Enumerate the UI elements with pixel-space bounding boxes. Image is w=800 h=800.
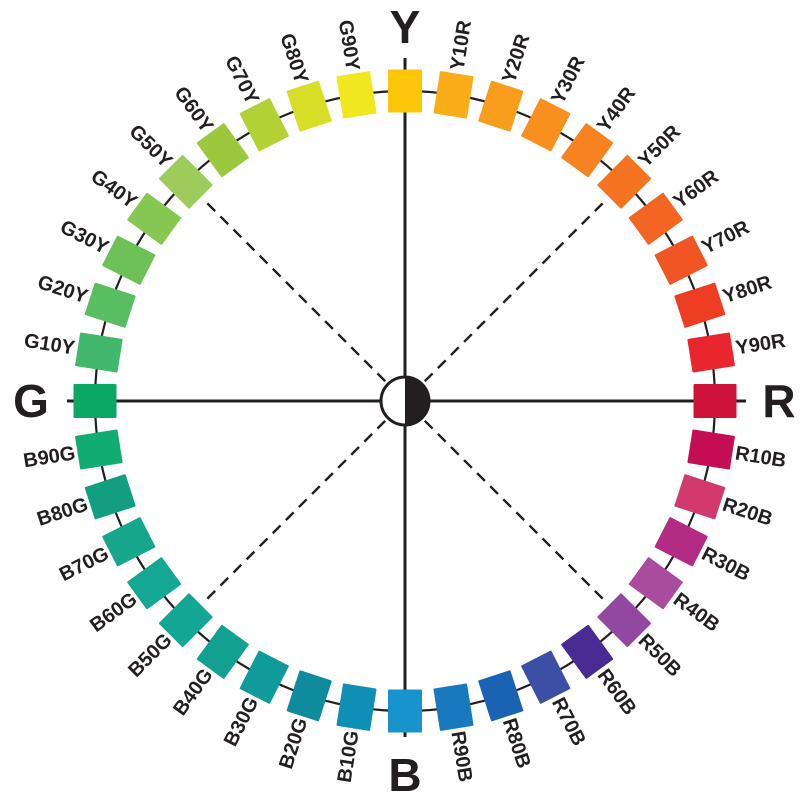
label-B80G: B80G: [34, 494, 90, 531]
swatch-Y80R: [674, 282, 726, 328]
label-B40G: B40G: [169, 665, 218, 720]
label-R70B: R70B: [547, 694, 590, 750]
label-G70Y: G70Y: [220, 52, 263, 108]
label-B90G: B90G: [22, 442, 77, 472]
label-B20G: B20G: [275, 715, 312, 771]
swatch-B70G: [102, 517, 156, 567]
label-B50G: B50G: [124, 629, 177, 682]
label-B10G: B10G: [334, 729, 364, 784]
label-Y80R: Y80R: [720, 271, 775, 308]
swatch-B20G: [286, 670, 332, 722]
swatch-R50B: [597, 593, 652, 648]
label-Y70R: Y70R: [698, 216, 753, 259]
label-R20B: R20B: [720, 494, 775, 531]
swatch-R20B: [674, 474, 726, 520]
swatch-Y10R: [433, 71, 474, 119]
label-R50B: R50B: [634, 630, 686, 682]
swatch-Y20R: [478, 80, 524, 132]
swatch-Y30R: [521, 98, 571, 152]
swatch-Y60R: [628, 192, 683, 245]
label-Y: Y: [390, 1, 421, 53]
diagonal-dashed-line-225: [201, 419, 387, 605]
label-R90B: R90B: [446, 730, 476, 784]
swatch-Y70R: [654, 235, 708, 285]
swatch-B30G: [239, 650, 289, 704]
swatch-R10B: [687, 429, 735, 470]
label-B70G: B70G: [56, 543, 113, 586]
swatch-R60B: [561, 624, 614, 679]
swatch-R40B: [628, 557, 683, 610]
swatch-B50G: [158, 593, 213, 648]
swatch-G60Y: [196, 123, 249, 178]
label-G60Y: G60Y: [169, 83, 217, 138]
label-G30Y: G30Y: [56, 216, 112, 259]
swatch-G40Y: [127, 192, 182, 245]
swatch-B90G: [75, 429, 123, 470]
label-Y20R: Y20R: [498, 31, 535, 86]
diagonal-dashed-line-135: [423, 419, 609, 605]
diagonal-dashed-line-45: [423, 197, 609, 383]
swatch-R80B: [478, 670, 524, 722]
swatch-G80Y: [286, 80, 332, 132]
label-G80Y: G80Y: [275, 31, 312, 87]
label-Y30R: Y30R: [547, 52, 590, 107]
label-R60B: R60B: [593, 665, 641, 719]
swatch-R70B: [521, 650, 571, 704]
swatch-G50Y: [158, 154, 213, 209]
swatch-G10Y: [75, 332, 123, 373]
swatch-G90Y: [336, 71, 377, 119]
label-G40Y: G40Y: [87, 165, 142, 213]
label-Y60R: Y60R: [670, 165, 724, 213]
center-circle-black-half: [405, 377, 429, 425]
label-B60G: B60G: [86, 588, 141, 637]
label-G: G: [13, 375, 49, 427]
swatch-R: [693, 384, 737, 418]
swatch-R90B: [433, 683, 474, 731]
swatch-B60G: [127, 557, 182, 610]
label-R10B: R10B: [734, 442, 788, 472]
label-Y10R: Y10R: [447, 18, 477, 71]
label-R30B: R30B: [698, 543, 754, 586]
swatch-Y50R: [597, 154, 652, 209]
label-B30G: B30G: [220, 693, 263, 750]
label-Y90R: Y90R: [734, 330, 787, 360]
label-B: B: [388, 749, 421, 800]
swatch-B10G: [336, 683, 377, 731]
label-Y40R: Y40R: [593, 83, 641, 137]
swatch-B80G: [84, 474, 136, 520]
swatch-Y40R: [561, 123, 614, 178]
swatch-B: [388, 689, 422, 733]
swatch-G70Y: [239, 98, 289, 152]
label-R80B: R80B: [498, 716, 535, 771]
label-R: R: [762, 375, 795, 427]
label-G10Y: G10Y: [22, 330, 77, 360]
label-G20Y: G20Y: [35, 271, 91, 308]
swatch-G: [73, 384, 117, 418]
label-G90Y: G90Y: [334, 18, 364, 73]
label-G50Y: G50Y: [125, 121, 177, 173]
swatch-G20Y: [84, 282, 136, 328]
swatch-Y90R: [687, 332, 735, 373]
label-Y50R: Y50R: [634, 121, 685, 172]
label-R40B: R40B: [669, 589, 723, 637]
swatch-G30Y: [102, 235, 156, 285]
swatch-R30B: [654, 517, 708, 567]
swatch-Y: [388, 69, 422, 113]
diagonal-dashed-line-315: [201, 197, 387, 383]
swatch-B40G: [196, 624, 249, 679]
